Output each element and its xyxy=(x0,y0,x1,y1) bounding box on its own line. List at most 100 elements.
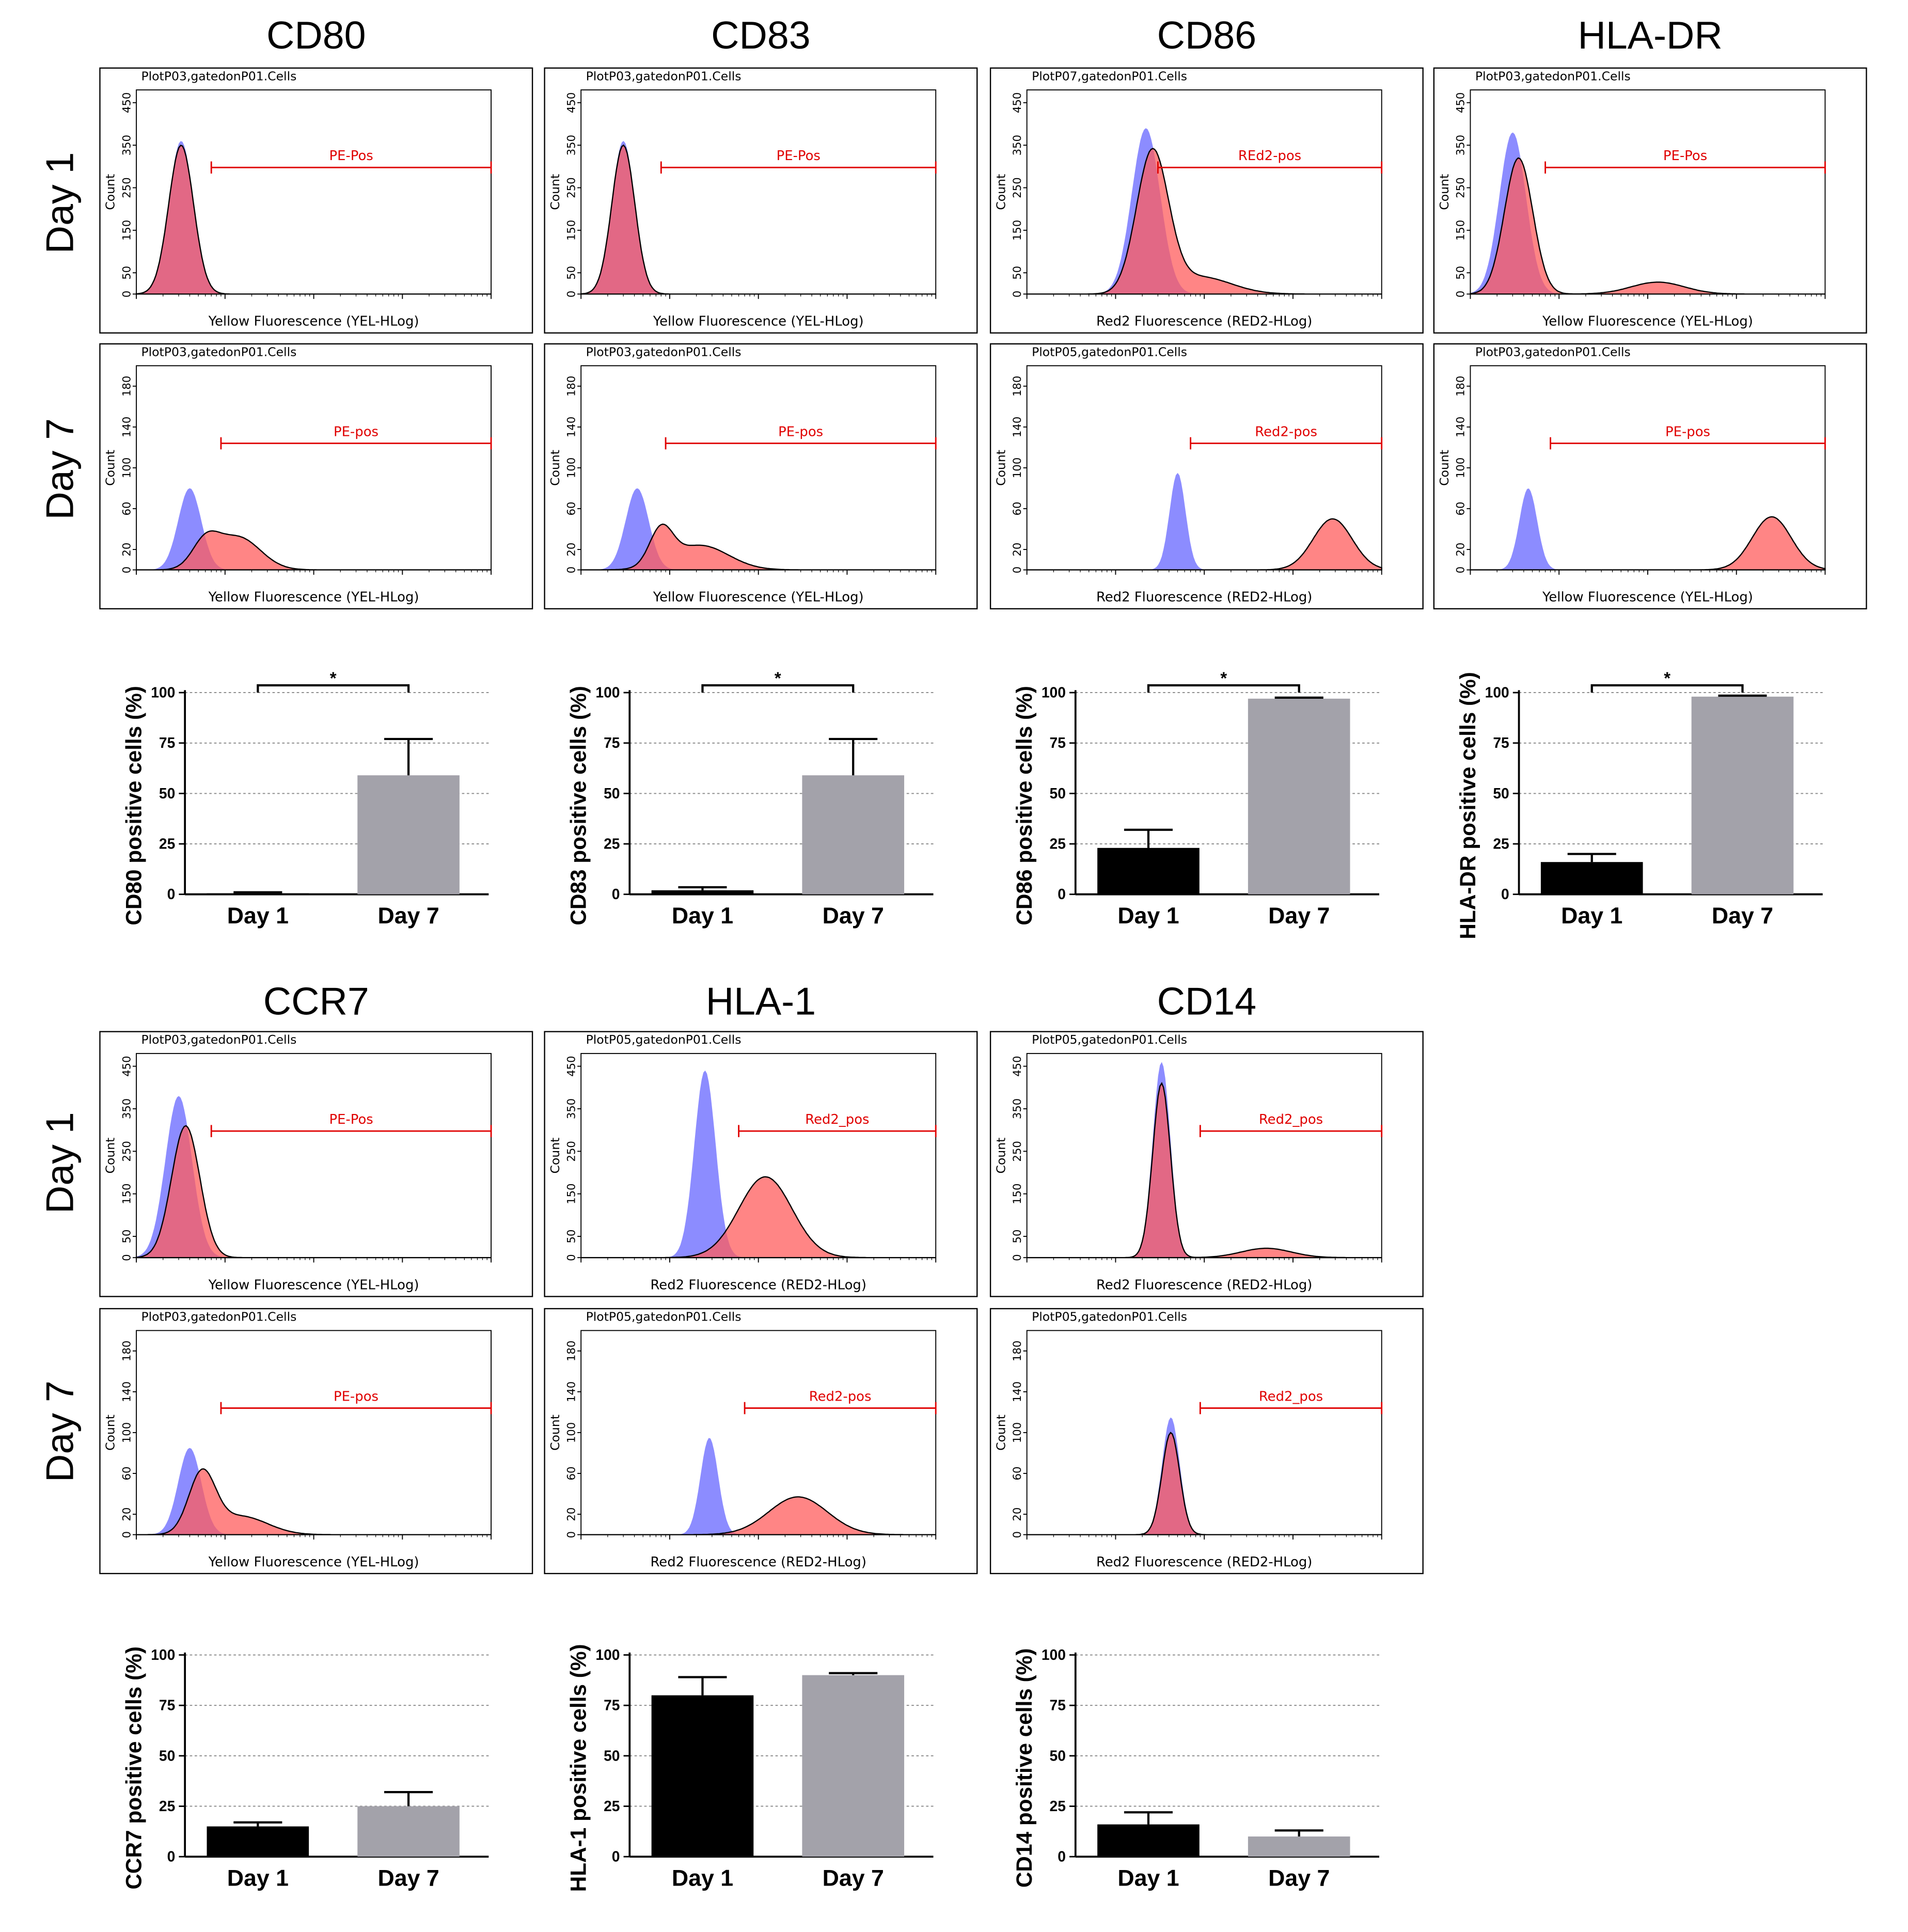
gate-label: Red2_pos xyxy=(1259,1389,1323,1404)
histogram-ccr7-day-7: PlotP03,gatedonP01.Cells 0 20 60 100 140 180 Ye… xyxy=(99,1308,533,1575)
bar-day-7 xyxy=(1691,696,1794,894)
bar-day-7 xyxy=(357,775,460,894)
y-tick-label: 100 xyxy=(595,1646,620,1663)
bar-chart-hla-dr: 0 25 50 75 100 HLA-DR positive cells (%) Day 1… xyxy=(1456,669,1823,939)
y-tick-label: 75 xyxy=(1050,734,1066,751)
gate-label: PE-Pos xyxy=(777,148,821,164)
y-tick-label: 50 xyxy=(1454,266,1467,280)
day1-distribution xyxy=(136,1448,492,1535)
y-tick-label: 250 xyxy=(120,1141,133,1161)
y-tick-label: 50 xyxy=(120,1230,133,1244)
significance-bracket xyxy=(257,684,410,693)
significance-star: * xyxy=(775,669,781,688)
y-tick-label: 0 xyxy=(120,567,133,573)
row-label-day1-bottom: Day 1 xyxy=(38,1112,82,1214)
y-tick-label: 180 xyxy=(120,1341,133,1361)
gate-label: REd2-pos xyxy=(1238,148,1301,164)
bar-day-1 xyxy=(651,890,754,894)
y-tick-label: 180 xyxy=(1011,1341,1023,1361)
y-tick-label: 0 xyxy=(612,1848,620,1865)
y-tick-label: 0 xyxy=(1454,567,1467,573)
count-axis-label: Count xyxy=(548,1138,562,1174)
y-tick-label: 60 xyxy=(564,1467,577,1481)
y-tick-label: 25 xyxy=(1050,835,1066,852)
plot-label: PlotP03,gatedonP01.Cells xyxy=(141,69,296,83)
histogram-cd83-day-7: PlotP03,gatedonP01.Cells 0 20 60 100 140 180 Ye… xyxy=(544,343,978,609)
y-tick-label: 100 xyxy=(120,458,133,478)
y-tick-label: 100 xyxy=(1042,684,1066,701)
y-tick-label: 150 xyxy=(1011,1183,1023,1204)
y-tick-label: 150 xyxy=(1454,220,1467,241)
gate-label: Red2_pos xyxy=(1259,1112,1323,1127)
y-tick-label: 50 xyxy=(1011,1230,1023,1244)
y-tick-label: 50 xyxy=(1050,785,1066,802)
x-axis-label: Yellow Fluorescence (YEL-HLog) xyxy=(1542,590,1753,605)
histogram-hla-1-day-7: PlotP05,gatedonP01.Cells 0 20 60 100 140 180 Re… xyxy=(544,1308,978,1575)
plot-label: PlotP05,gatedonP01.Cells xyxy=(586,1310,742,1324)
y-tick-label: 450 xyxy=(564,1056,577,1076)
x-axis-label: Red2 Fluorescence (RED2-HLog) xyxy=(650,1554,866,1570)
category-label: Day 1 xyxy=(1561,903,1622,929)
x-axis-label: Yellow Fluorescence (YEL-HLog) xyxy=(208,590,419,605)
day7-distribution xyxy=(1027,518,1382,571)
histogram-frame xyxy=(989,1031,1424,1297)
y-tick-label: 20 xyxy=(1011,542,1023,556)
y-tick-label: 140 xyxy=(1011,417,1023,437)
bar-chart-cd86: 0 25 50 75 100 CD86 positive cells (%) Day 1 Da… xyxy=(1012,669,1379,929)
panel-titles: CD80 CD83 CD86 HLA-DR CCR7 HLA-1 CD14 xyxy=(263,13,1723,1023)
category-label: Day 7 xyxy=(823,1866,884,1891)
day7-distribution xyxy=(581,1176,936,1259)
y-tick-label: 180 xyxy=(120,376,133,397)
day1-distribution xyxy=(136,488,492,570)
significance-bracket xyxy=(1147,684,1300,693)
y-tick-label: 140 xyxy=(564,417,577,437)
bar-day-1 xyxy=(651,1695,754,1857)
panel-title-cd80: CD80 xyxy=(266,13,366,57)
plot-label: PlotP05,gatedonP01.Cells xyxy=(1032,1032,1187,1047)
y-tick-label: 60 xyxy=(1011,1467,1023,1481)
y-tick-label: 75 xyxy=(159,734,175,751)
count-axis-label: Count xyxy=(1437,450,1452,486)
bar-day-1 xyxy=(1097,847,1200,894)
panel-title-cd83: CD83 xyxy=(711,13,810,57)
y-tick-label: 140 xyxy=(1454,417,1467,437)
y-tick-label: 0 xyxy=(564,291,577,297)
category-label: Day 7 xyxy=(377,1866,439,1891)
y-tick-label: 0 xyxy=(1011,1531,1023,1538)
y-axis-title: HLA-DR positive cells (%) xyxy=(1456,672,1480,939)
histogram-cd80-day-1: PlotP03,gatedonP01.Cells 0 50 150 250 350 450 Y… xyxy=(99,67,533,334)
y-tick-label: 25 xyxy=(1050,1798,1066,1814)
x-axis-label: Yellow Fluorescence (YEL-HLog) xyxy=(653,590,864,605)
y-tick-label: 0 xyxy=(1058,886,1066,902)
histogram-cd86-day-7: PlotP05,gatedonP01.Cells 0 20 60 100 140 180 Re… xyxy=(989,343,1424,609)
y-tick-label: 350 xyxy=(1011,135,1023,155)
plot-label: PlotP03,gatedonP01.Cells xyxy=(586,69,742,83)
y-tick-label: 250 xyxy=(120,177,133,198)
category-label: Day 1 xyxy=(1117,903,1179,929)
y-tick-label: 20 xyxy=(1011,1507,1023,1521)
day7-distribution xyxy=(1470,516,1826,571)
y-tick-label: 250 xyxy=(1454,177,1467,198)
category-label: Day 1 xyxy=(672,903,733,929)
x-axis-label: Yellow Fluorescence (YEL-HLog) xyxy=(208,1277,419,1293)
panel-title-ccr7: CCR7 xyxy=(263,980,369,1023)
y-tick-label: 100 xyxy=(595,684,620,701)
y-tick-label: 180 xyxy=(1011,376,1023,397)
y-tick-label: 75 xyxy=(159,1697,175,1714)
x-axis-label: Yellow Fluorescence (YEL-HLog) xyxy=(653,314,864,329)
x-axis-label: Red2 Fluorescence (RED2-HLog) xyxy=(1096,1554,1312,1570)
y-tick-label: 0 xyxy=(120,1531,133,1538)
y-tick-label: 50 xyxy=(1011,266,1023,280)
y-tick-label: 180 xyxy=(564,1341,577,1361)
day7-distribution xyxy=(581,523,936,571)
y-tick-label: 0 xyxy=(167,1848,176,1865)
y-tick-label: 50 xyxy=(120,266,133,280)
day7-distribution xyxy=(1027,1082,1382,1259)
y-tick-label: 25 xyxy=(1493,835,1509,852)
y-tick-label: 25 xyxy=(159,1798,175,1814)
y-tick-label: 180 xyxy=(1454,376,1467,397)
y-tick-label: 150 xyxy=(120,220,133,241)
y-tick-label: 100 xyxy=(151,1646,175,1663)
